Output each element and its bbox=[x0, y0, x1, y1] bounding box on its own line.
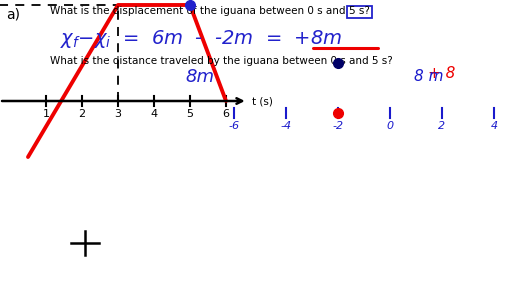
Text: t (s): t (s) bbox=[251, 96, 272, 106]
Text: -4: -4 bbox=[281, 121, 291, 131]
Text: + 8: + 8 bbox=[429, 66, 456, 81]
Text: 2: 2 bbox=[78, 109, 86, 119]
Text: 5 s?: 5 s? bbox=[349, 6, 370, 16]
Text: 4: 4 bbox=[490, 121, 498, 131]
Text: 3: 3 bbox=[115, 109, 121, 119]
Text: What is the distance traveled by the iguana between 0 s and 5 s?: What is the distance traveled by the igu… bbox=[50, 56, 393, 66]
Text: 8m: 8m bbox=[185, 68, 214, 86]
Text: 2: 2 bbox=[438, 121, 445, 131]
Text: 8 m: 8 m bbox=[414, 69, 444, 84]
Text: -2: -2 bbox=[332, 121, 344, 131]
Text: 0: 0 bbox=[387, 121, 394, 131]
Text: 4: 4 bbox=[151, 109, 158, 119]
Text: 6: 6 bbox=[223, 109, 229, 119]
Text: a): a) bbox=[6, 8, 20, 22]
Text: -6: -6 bbox=[228, 121, 240, 131]
Text: 1: 1 bbox=[42, 109, 50, 119]
Text: 5: 5 bbox=[186, 109, 194, 119]
Text: $\chi_f$$-$$\chi_i$  =  6m  -  -2m  =  +8m: $\chi_f$$-$$\chi_i$ = 6m - -2m = +8m bbox=[60, 28, 343, 50]
Text: What is the displacement of the iguana between 0 s and: What is the displacement of the iguana b… bbox=[50, 6, 346, 16]
